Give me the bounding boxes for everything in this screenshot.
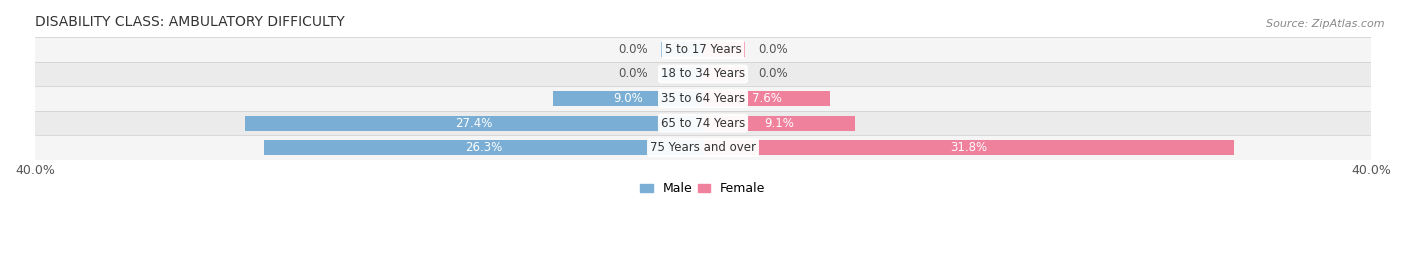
Bar	[246, 116, 703, 130]
Text: DISABILITY CLASS: AMBULATORY DIFFICULTY: DISABILITY CLASS: AMBULATORY DIFFICULTY	[35, 15, 344, 29]
Bar	[703, 42, 745, 57]
Bar	[703, 116, 855, 130]
Text: 27.4%: 27.4%	[456, 117, 494, 130]
Bar	[661, 42, 703, 57]
Bar	[35, 62, 1371, 86]
Legend: Male, Female: Male, Female	[636, 178, 770, 200]
Text: 31.8%: 31.8%	[950, 141, 987, 154]
Bar	[35, 37, 1371, 62]
Text: 26.3%: 26.3%	[465, 141, 502, 154]
Text: 0.0%: 0.0%	[619, 68, 648, 80]
Bar	[703, 140, 1234, 155]
Text: 5 to 17 Years: 5 to 17 Years	[665, 43, 741, 56]
Text: 18 to 34 Years: 18 to 34 Years	[661, 68, 745, 80]
Text: Source: ZipAtlas.com: Source: ZipAtlas.com	[1267, 19, 1385, 29]
Text: 9.0%: 9.0%	[613, 92, 643, 105]
Text: 0.0%: 0.0%	[619, 43, 648, 56]
Text: 35 to 64 Years: 35 to 64 Years	[661, 92, 745, 105]
Bar	[703, 91, 830, 106]
Text: 7.6%: 7.6%	[752, 92, 782, 105]
Bar	[35, 135, 1371, 160]
Bar	[264, 140, 703, 155]
Text: 0.0%: 0.0%	[758, 43, 787, 56]
Bar	[661, 67, 703, 81]
Bar	[703, 67, 745, 81]
Bar	[35, 86, 1371, 111]
Bar	[35, 111, 1371, 135]
Text: 9.1%: 9.1%	[763, 117, 794, 130]
Text: 65 to 74 Years: 65 to 74 Years	[661, 117, 745, 130]
Bar	[553, 91, 703, 106]
Text: 0.0%: 0.0%	[758, 68, 787, 80]
Text: 75 Years and over: 75 Years and over	[650, 141, 756, 154]
